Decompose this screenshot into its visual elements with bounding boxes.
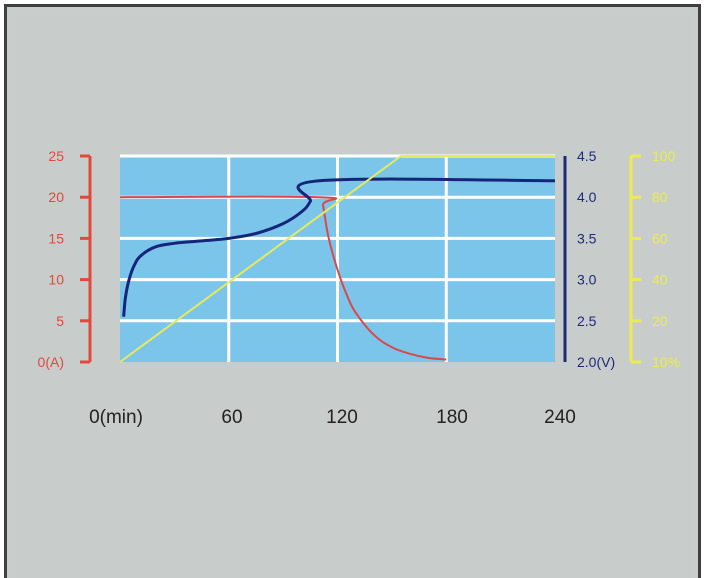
capacity-series-line: [119, 155, 555, 363]
capacity-tick-label: 10%: [652, 354, 680, 370]
current-tick-label: 20: [48, 189, 64, 205]
current-axis: 0(A) 5 10 15 20 25: [38, 148, 92, 370]
current-tick-label: 5: [56, 313, 64, 329]
x-tick-label: 60: [221, 407, 242, 428]
x-tick-label: 0(min): [89, 407, 143, 428]
x-tick-label: 240: [544, 407, 576, 428]
voltage-tick-label: 4.5: [577, 148, 597, 164]
capacity-tick-label: 20: [652, 313, 668, 329]
capacity-tick-label: 40: [652, 272, 668, 288]
voltage-tick-label: 3.0: [577, 272, 597, 288]
voltage-tick-label: 3.5: [577, 230, 597, 246]
series-lines: [119, 155, 556, 363]
current-tick-label: 0(A): [38, 354, 64, 370]
voltage-tick-label: 2.0(V): [577, 354, 615, 370]
voltage-tick-label: 4.0: [577, 189, 597, 205]
current-series-line: [119, 195, 447, 361]
x-tick-label: 180: [436, 407, 468, 428]
current-tick-label: 15: [48, 230, 64, 246]
x-tick-label: 120: [326, 407, 358, 428]
current-tick-label: 25: [48, 148, 64, 164]
voltage-tick-label: 2.5: [577, 313, 597, 329]
gridlines: [120, 154, 555, 362]
capacity-tick-label: 100: [652, 148, 676, 164]
capacity-axis: 10% 20 40 60 80 100: [629, 148, 680, 370]
voltage-series-line: [122, 177, 556, 317]
capacity-tick-label: 60: [652, 230, 668, 246]
voltage-axis: 2.0(V) 2.5 3.0 3.5 4.0 4.5: [563, 148, 615, 370]
capacity-tick-label: 80: [652, 189, 668, 205]
x-axis: 0(min) 60 120 180 240: [89, 407, 576, 428]
current-tick-label: 10: [48, 272, 64, 288]
